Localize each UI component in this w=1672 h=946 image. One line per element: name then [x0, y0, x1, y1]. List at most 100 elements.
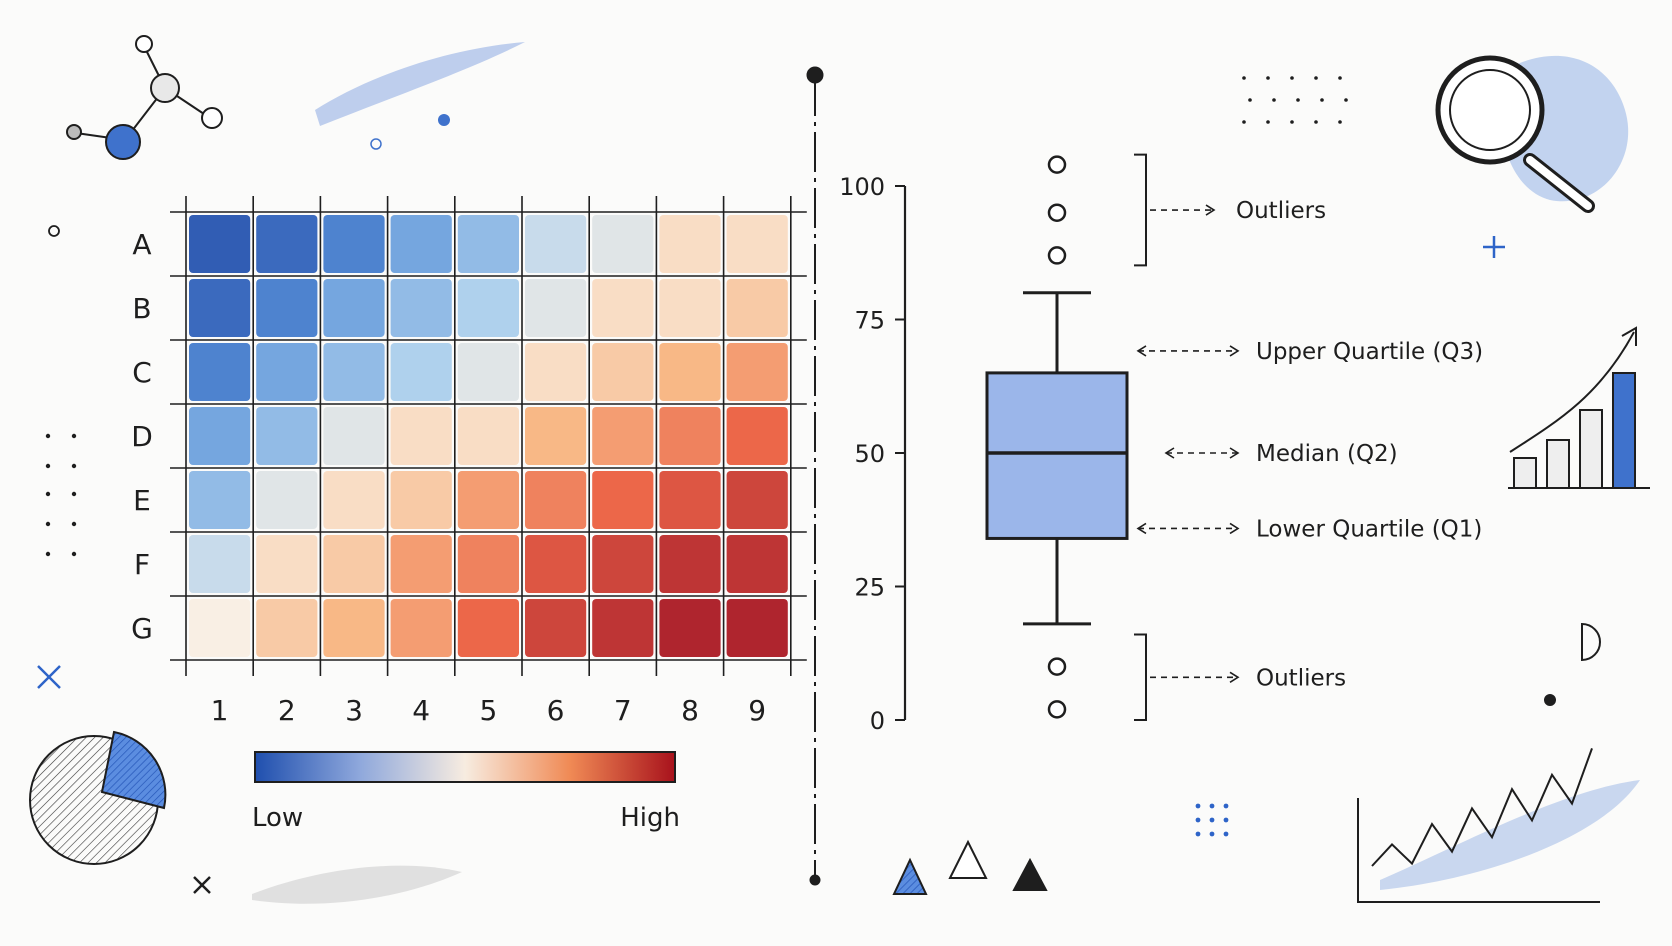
- heatmap-column-label: 3: [345, 694, 363, 727]
- annotation-lower-quartile: Lower Quartile (Q1): [1256, 516, 1482, 542]
- decor-dot: [1248, 98, 1252, 102]
- heatmap-cell: [457, 343, 519, 401]
- box-y-tick-label: 75: [854, 307, 885, 335]
- blue-brush-stroke: [315, 42, 525, 150]
- heatmap-cell: [256, 343, 318, 401]
- decor-dot: [1290, 120, 1294, 124]
- heatmap-cell: [256, 599, 318, 657]
- heatmap-cell: [525, 599, 587, 657]
- heatmap-cell: [390, 215, 452, 273]
- heatmap-cell: [726, 535, 788, 593]
- decor-dot: [1266, 76, 1270, 80]
- small-circle-doodle: [48, 225, 60, 237]
- decor-dot: [1296, 98, 1300, 102]
- heatmap-cell: [592, 407, 654, 465]
- mini-bar: [1513, 457, 1537, 489]
- heatmap-cell: [189, 407, 251, 465]
- heatmap-cell: [659, 279, 721, 337]
- heatmap-cell: [659, 407, 721, 465]
- blue-x-mark: [37, 665, 61, 689]
- decor-dot: [1223, 831, 1229, 837]
- magnifier-icon: [1435, 55, 1629, 213]
- heatmap-cell: [457, 215, 519, 273]
- mini-line-wash: [1380, 780, 1640, 890]
- decor-dot: [1344, 98, 1348, 102]
- heatmap-cell: [659, 343, 721, 401]
- heatmap-cell: [323, 535, 385, 593]
- dot-grid-blue: [1195, 803, 1229, 837]
- blue-plus-mark: [1483, 236, 1505, 258]
- heatmap-cell: [592, 599, 654, 657]
- mini-bar: [1612, 372, 1636, 489]
- molecule-doodle: [66, 35, 223, 160]
- heatmap-cell: [525, 471, 587, 529]
- heatmap-column-label: 6: [547, 694, 565, 727]
- heatmap-cell: [457, 471, 519, 529]
- colorbar-low-label: Low: [252, 803, 303, 833]
- heatmap-cell: [525, 215, 587, 273]
- heatmap-cell: [390, 343, 452, 401]
- annotation-outliers-top: Outliers: [1236, 198, 1326, 224]
- heatmap-cell: [457, 407, 519, 465]
- mini-bar: [1546, 439, 1570, 489]
- separator-line: [806, 66, 824, 886]
- heatmap-cell: [457, 599, 519, 657]
- heatmap-column-label: 4: [412, 694, 430, 727]
- box-outlier-point: [1047, 203, 1067, 222]
- q3-arrow-head: [1229, 345, 1240, 357]
- box-y-tick-label: 100: [839, 173, 885, 201]
- outliers-bottom-bracket: [1134, 633, 1147, 721]
- triangle-doodles: [892, 839, 1048, 895]
- heatmap-cell: [189, 215, 251, 273]
- gray-brush-stroke: [252, 865, 462, 904]
- heatmap-cell: [659, 535, 721, 593]
- decor-dot: [1320, 98, 1324, 102]
- black-x-mark: [193, 876, 211, 894]
- colorbar-high-label: High: [620, 803, 680, 833]
- heatmap-cell: [592, 535, 654, 593]
- heatmap-cell: [525, 343, 587, 401]
- heatmap-cell: [726, 407, 788, 465]
- heatmap-cell: [592, 471, 654, 529]
- outliers-top-bracket: [1134, 153, 1147, 267]
- heatmap-cell: [457, 279, 519, 337]
- heatmap-column-label: 2: [278, 694, 296, 727]
- box-iqr: [985, 371, 1129, 540]
- heatmap-cell: [592, 279, 654, 337]
- heatmap-cell: [256, 215, 318, 273]
- heatmap-cell: [323, 279, 385, 337]
- heatmap-row-label: G: [131, 612, 153, 645]
- decor-dot: [1195, 803, 1201, 809]
- decor-dot: [1223, 803, 1229, 809]
- heatmap-row-label: B: [132, 292, 151, 325]
- decor-dot: [1209, 817, 1215, 823]
- heatmap-cell: [189, 343, 251, 401]
- decor-dot: [1209, 831, 1215, 837]
- annotation-median: Median (Q2): [1256, 441, 1398, 467]
- mini-bar: [1579, 409, 1603, 489]
- heatmap-cell: [726, 279, 788, 337]
- heatmap-cell: [189, 535, 251, 593]
- heatmap-cell: [189, 279, 251, 337]
- heatmap-cell: [390, 407, 452, 465]
- heatmap-cell: [525, 407, 587, 465]
- heatmap-cell: [726, 215, 788, 273]
- median-arrow-tail: [1164, 447, 1175, 459]
- heatmap-cell: [323, 471, 385, 529]
- decor-dot: [1195, 831, 1201, 837]
- heatmap-cell: [525, 279, 587, 337]
- q1-arrow-tail: [1136, 522, 1147, 535]
- heatmap-cell: [525, 535, 587, 593]
- half-circle-doodle: [1544, 622, 1601, 706]
- q1-arrow-head: [1229, 522, 1240, 535]
- colorbar-gradient: [254, 751, 676, 783]
- decor-dot: [1272, 98, 1276, 102]
- heatmap-cell: [189, 599, 251, 657]
- heatmap-cell: [659, 215, 721, 273]
- mini-line-chart-doodle: [1357, 748, 1640, 903]
- box-outlier-point: [1047, 155, 1067, 174]
- decor-dot: [1338, 76, 1342, 80]
